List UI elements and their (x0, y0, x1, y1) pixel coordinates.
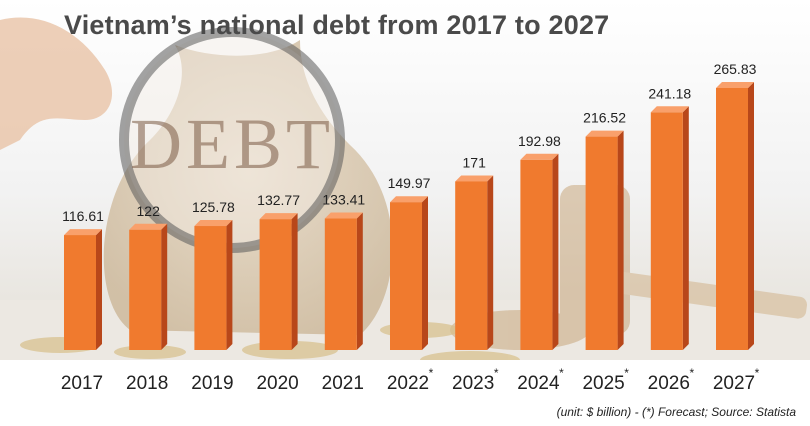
bar (455, 181, 488, 350)
bar-top (194, 220, 233, 227)
x-tick-label: 2024 (517, 373, 560, 394)
x-tick-label: 2025 (582, 373, 624, 394)
bar-value-label: 149.97 (388, 175, 431, 191)
bar-top (64, 229, 102, 236)
bar-top (324, 212, 363, 219)
bar-top (455, 175, 494, 182)
bar-value-label: 192.98 (518, 133, 561, 149)
bar (129, 229, 162, 350)
bar-side (226, 220, 233, 350)
label-band (0, 360, 810, 426)
x-tick-label: 2026 (648, 373, 690, 394)
bar-value-label: 133.41 (322, 192, 365, 208)
bar (324, 218, 357, 350)
bar-top (585, 130, 624, 137)
bar (64, 235, 96, 350)
bar-value-label: 116.61 (62, 208, 104, 224)
bar (520, 159, 553, 350)
bar (585, 136, 618, 350)
bar-value-label: 132.77 (257, 192, 300, 208)
bar-side (291, 213, 298, 350)
hand (0, 17, 113, 150)
x-tick-label: 2021 (322, 373, 364, 394)
bar-top (520, 153, 559, 160)
bar-value-label: 216.52 (583, 110, 626, 126)
bar (259, 219, 292, 350)
bar-value-label: 171 (463, 154, 487, 170)
forecast-marker: * (559, 366, 564, 380)
x-tick-label: 2019 (191, 373, 233, 394)
footnote-source: (unit: $ billion) - (*) Forecast; Source… (556, 405, 796, 419)
bar-top (650, 106, 689, 113)
bar-value-label: 125.78 (192, 199, 235, 215)
x-tick-label: 2017 (61, 373, 103, 394)
x-tick-label: 2027 (713, 373, 755, 394)
bar-side (748, 82, 754, 350)
x-tick-label: 2020 (256, 373, 298, 394)
x-tick-label: 2023 (452, 373, 494, 394)
bar-top (716, 82, 754, 88)
forecast-marker: * (429, 366, 434, 380)
bar-side (617, 130, 624, 350)
money-bag (103, 40, 393, 335)
bag-debt-text: DEBT (130, 104, 334, 184)
forecast-marker: * (624, 366, 629, 380)
x-tick-label: 2018 (126, 373, 168, 394)
bar (716, 88, 748, 350)
bar-side (356, 212, 363, 350)
bar (194, 226, 227, 350)
x-tick-label: 2022 (387, 373, 429, 394)
bar-value-label: 122 (137, 203, 161, 219)
bar (650, 112, 683, 350)
bar-side (161, 223, 168, 350)
forecast-marker: * (494, 366, 499, 380)
bar-top (390, 196, 428, 203)
bar-value-label: 241.18 (648, 85, 691, 101)
bar-side (96, 229, 102, 350)
chart-title: Vietnam’s national debt from 2017 to 202… (64, 10, 610, 40)
bar-side (682, 106, 689, 350)
bar-top (259, 213, 298, 220)
bar-side (422, 196, 428, 350)
bar (390, 202, 422, 350)
forecast-marker: * (689, 366, 694, 380)
bar-top (129, 223, 168, 230)
bar-side (487, 175, 494, 350)
bar-side (552, 153, 559, 350)
forecast-marker: * (755, 366, 760, 380)
bar-value-label: 265.83 (714, 61, 757, 77)
